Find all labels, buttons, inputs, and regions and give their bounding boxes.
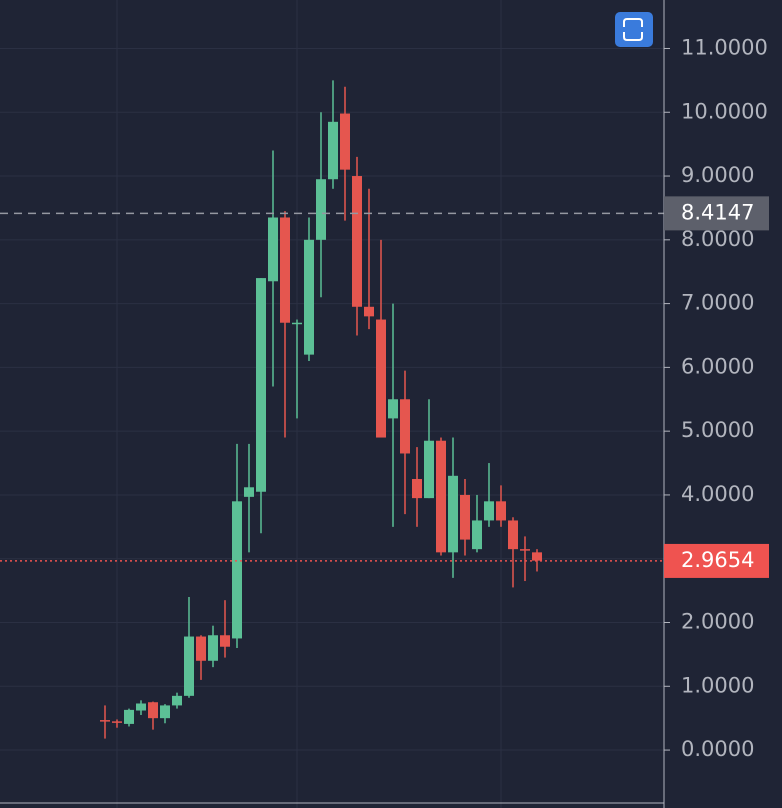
candle-body xyxy=(340,113,350,170)
y-tick-label: 6.0000 xyxy=(681,354,754,378)
candle-body xyxy=(400,399,410,454)
candle-body xyxy=(460,494,470,540)
candle-body xyxy=(124,709,134,724)
candle-body xyxy=(184,636,194,696)
candle-body xyxy=(532,552,542,561)
candle-body xyxy=(256,278,266,492)
candle-body xyxy=(112,721,122,723)
y-tick-label: 11.0000 xyxy=(681,35,768,59)
y-tick-label: 8.0000 xyxy=(681,227,754,251)
candle-body xyxy=(364,306,374,317)
candle-body xyxy=(376,319,386,438)
fit-button-bg[interactable] xyxy=(615,12,653,47)
candle-body xyxy=(292,322,302,325)
candle-body xyxy=(280,217,290,323)
fit-icon[interactable] xyxy=(623,18,643,41)
candle-body xyxy=(520,549,530,551)
candle-body xyxy=(232,501,242,639)
price-label: 2.9654 xyxy=(681,548,754,572)
y-tick-label: 7.0000 xyxy=(681,291,754,315)
candle-body xyxy=(172,695,182,706)
price-label: 8.4147 xyxy=(681,200,754,224)
y-tick-label: 4.0000 xyxy=(681,482,754,506)
candle-body xyxy=(484,501,494,521)
candle-body xyxy=(316,179,326,240)
candle-body xyxy=(196,636,206,661)
candle-body xyxy=(268,217,278,282)
y-tick-label: 1.0000 xyxy=(681,673,754,697)
y-tick-label: 5.0000 xyxy=(681,418,754,442)
candle-body xyxy=(244,487,254,497)
candle-body xyxy=(304,239,314,355)
y-axis: 0.00001.00002.00003.00004.00005.00006.00… xyxy=(664,35,769,761)
price-label-box xyxy=(664,543,769,578)
candle-body xyxy=(436,440,446,553)
candle-body xyxy=(448,475,458,553)
y-tick-label: 2.0000 xyxy=(681,610,754,634)
price-label-box xyxy=(664,196,769,231)
y-tick-label: 10.0000 xyxy=(681,99,768,123)
candle-body xyxy=(220,635,230,647)
candle-body xyxy=(148,702,158,719)
candle-body xyxy=(352,176,362,307)
candle-body xyxy=(496,501,506,521)
candle-body xyxy=(160,705,170,719)
candle-body xyxy=(136,703,146,711)
candle-body xyxy=(412,478,422,499)
grid xyxy=(0,47,664,751)
candle-body xyxy=(328,121,338,180)
candle-body xyxy=(388,399,398,419)
y-tick-label: 9.0000 xyxy=(681,163,754,187)
y-tick-label: 0.0000 xyxy=(681,737,754,761)
candle-body xyxy=(424,440,434,499)
candle-body xyxy=(100,720,110,722)
fit-button[interactable] xyxy=(615,12,653,47)
candles xyxy=(0,80,664,739)
candle-body xyxy=(472,520,482,550)
candle-body xyxy=(208,635,218,661)
candle-body xyxy=(508,520,518,550)
